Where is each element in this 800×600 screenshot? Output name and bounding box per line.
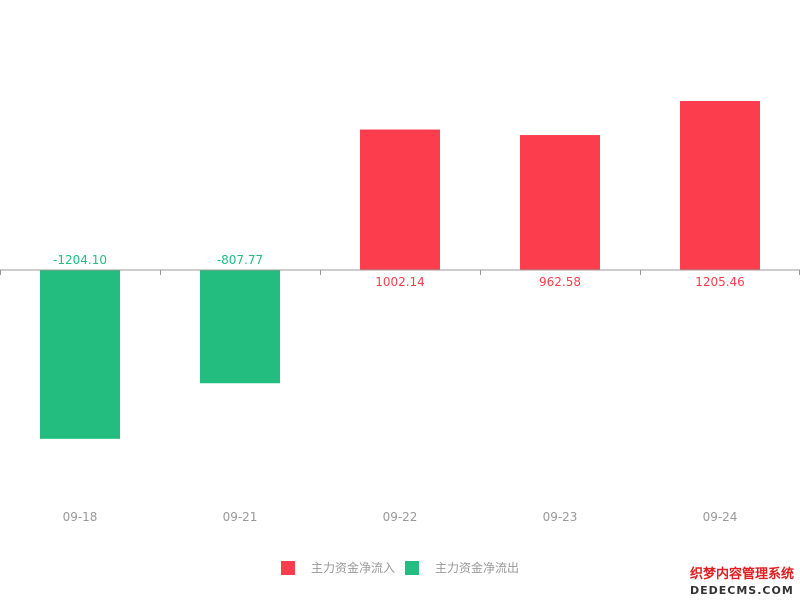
legend-swatch-outflow[interactable]: [405, 561, 419, 575]
value-labels-group: -1204.10 -807.77 1002.14 962.58 1205.46: [53, 253, 745, 289]
category-label-09-24: 09-24: [703, 510, 738, 524]
legend-label-inflow[interactable]: 主力资金净流入: [311, 560, 395, 575]
value-label-09-22: 1002.14: [375, 275, 425, 289]
watermark-logo: 织梦内容管理系统 DEDECMS.COM: [690, 566, 794, 597]
bar-09-24[interactable]: [680, 101, 760, 270]
watermark-text-en: DEDECMS.COM: [690, 584, 794, 597]
legend-label-outflow[interactable]: 主力资金净流出: [435, 560, 519, 575]
bar-09-18[interactable]: [40, 270, 120, 439]
category-label-09-18: 09-18: [63, 510, 98, 524]
legend-swatch-inflow[interactable]: [281, 561, 295, 575]
value-label-09-21: -807.77: [217, 253, 263, 267]
category-labels-group: 09-18 09-21 09-22 09-23 09-24: [63, 510, 738, 524]
category-label-09-23: 09-23: [543, 510, 578, 524]
legend: 主力资金净流入 主力资金净流出: [281, 560, 519, 575]
bar-09-22[interactable]: [360, 129, 440, 270]
watermark-text-cn: 织梦内容管理系统: [690, 566, 794, 582]
category-label-09-22: 09-22: [383, 510, 418, 524]
category-label-09-21: 09-21: [223, 510, 258, 524]
value-label-09-24: 1205.46: [695, 275, 745, 289]
value-label-09-23: 962.58: [539, 275, 581, 289]
bar-09-21[interactable]: [200, 270, 280, 384]
bar-09-23[interactable]: [520, 135, 600, 270]
value-label-09-18: -1204.10: [53, 253, 107, 267]
bars-group: [40, 101, 760, 439]
